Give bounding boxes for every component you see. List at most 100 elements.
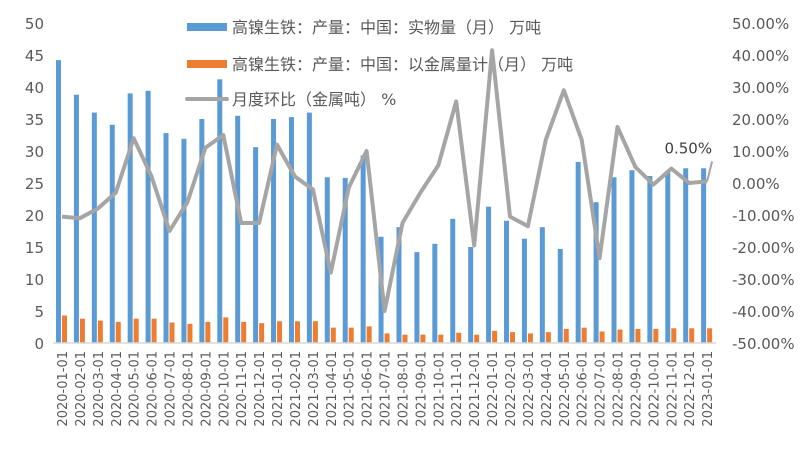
right-axis-tick: -20.00%	[732, 239, 795, 257]
right-axis-tick: 20.00%	[732, 111, 789, 129]
bar-physical-output[interactable]	[557, 248, 563, 343]
bar-physical-output[interactable]	[56, 60, 61, 344]
bar-physical-output[interactable]	[288, 117, 294, 343]
bar-metal-output[interactable]	[241, 321, 247, 343]
bar-physical-output[interactable]	[629, 170, 635, 343]
bar-physical-output[interactable]	[539, 227, 545, 343]
bar-metal-output[interactable]	[97, 320, 103, 343]
bar-metal-output[interactable]	[79, 318, 85, 343]
mom-change-line[interactable]	[61, 48, 708, 313]
left-axis-tick: 30	[25, 143, 44, 161]
bar-physical-output[interactable]	[504, 220, 509, 343]
legend-item-physical-output[interactable]: 高镍生铁：产量：中国：实物量（月） 万吨	[187, 18, 541, 37]
bar-metal-output[interactable]	[205, 321, 211, 343]
x-axis-tick: 2021-01-01	[271, 351, 286, 427]
bar-physical-output[interactable]	[486, 206, 492, 343]
bar-physical-output[interactable]	[665, 170, 671, 343]
bar-physical-output[interactable]	[91, 112, 97, 343]
bar-metal-output[interactable]	[187, 323, 193, 343]
bar-metal-output[interactable]	[384, 333, 390, 343]
x-axis-tick: 2021-02-01	[289, 351, 304, 427]
bar-metal-output[interactable]	[492, 330, 498, 343]
legend-item-mom-change[interactable]: 月度环比（金属吨） %	[185, 90, 396, 109]
bar-physical-output[interactable]	[432, 243, 438, 343]
bar-metal-output[interactable]	[527, 333, 533, 343]
bar-metal-output[interactable]	[277, 321, 283, 343]
bar-physical-output[interactable]	[396, 227, 402, 343]
bar-metal-output[interactable]	[474, 334, 480, 343]
bar-metal-output[interactable]	[169, 322, 175, 343]
bar-metal-output[interactable]	[510, 332, 515, 343]
right-axis-tick: 10.00%	[732, 143, 789, 161]
bar-physical-output[interactable]	[593, 202, 599, 343]
x-axis-labels: 2020-01-01 2020-02-01 2020-03-01 2020-04-01…	[56, 351, 716, 427]
bar-physical-output[interactable]	[414, 252, 420, 343]
bar-physical-output[interactable]	[611, 177, 617, 343]
bar-physical-output[interactable]	[450, 218, 456, 343]
bar-metal-output[interactable]	[671, 328, 677, 343]
x-axis-tick: 2022-05-01	[558, 351, 573, 427]
x-axis-tick: 2021-08-01	[396, 351, 411, 427]
bar-metal-output[interactable]	[151, 318, 157, 343]
bar-physical-output[interactable]	[199, 119, 205, 343]
bar-metal-output[interactable]	[599, 331, 605, 343]
bar-physical-output[interactable]	[235, 115, 241, 343]
data-label-last-value: 0.50%	[664, 139, 712, 157]
bar-physical-output[interactable]	[181, 138, 187, 343]
bar-physical-output[interactable]	[683, 168, 689, 343]
left-axis-tick: 40	[25, 79, 44, 97]
bar-metal-output[interactable]	[438, 334, 444, 343]
bar-physical-output[interactable]	[127, 93, 133, 344]
bar-physical-output[interactable]	[647, 175, 653, 343]
bar-metal-output[interactable]	[617, 329, 623, 343]
bar-metal-output[interactable]	[545, 332, 551, 343]
bar-physical-output[interactable]	[109, 124, 115, 343]
bar-metal-output[interactable]	[348, 327, 354, 343]
bar-metal-output[interactable]	[707, 328, 713, 343]
bar-physical-output[interactable]	[575, 161, 581, 343]
x-axis-tick: 2020-05-01	[128, 351, 143, 427]
legend: 高镍生铁：产量：中国：实物量（月） 万吨 高镍生铁：产量：中国：以金属量计（月）…	[185, 18, 573, 109]
bar-metal-output[interactable]	[62, 315, 67, 343]
right-axis-tick: 0.00%	[732, 175, 780, 193]
bar-physical-output[interactable]	[521, 238, 527, 343]
bar-metal-output[interactable]	[420, 334, 426, 343]
legend-item-metal-output[interactable]: 高镍生铁：产量：中国：以金属量计（月） 万吨	[187, 55, 573, 74]
data-label-leader	[706, 161, 714, 182]
bar-physical-output[interactable]	[468, 247, 474, 343]
bar-metal-output[interactable]	[689, 328, 695, 343]
bar-metal-output[interactable]	[330, 327, 336, 343]
bar-metal-output[interactable]	[294, 321, 300, 343]
bar-physical-output[interactable]	[217, 79, 223, 343]
bar-metal-output[interactable]	[581, 327, 587, 343]
bar-physical-output[interactable]	[360, 155, 366, 343]
bar-physical-output[interactable]	[253, 147, 259, 343]
bar-metal-output[interactable]	[223, 317, 229, 343]
line-series	[61, 48, 708, 313]
left-axis-tick: 35	[25, 111, 44, 129]
bar-metal-output[interactable]	[456, 332, 462, 343]
bar-metal-output[interactable]	[653, 328, 659, 343]
bar-physical-output[interactable]	[701, 168, 707, 343]
x-axis-tick: 2021-12-01	[468, 351, 483, 427]
right-axis-tick: -30.00%	[732, 271, 795, 289]
x-axis-tick: 2020-04-01	[110, 351, 125, 427]
x-axis-tick: 2020-07-01	[164, 351, 179, 427]
bar-metal-output[interactable]	[312, 321, 318, 343]
bar-physical-output[interactable]	[306, 112, 312, 343]
bar-metal-output[interactable]	[402, 334, 408, 343]
bar-physical-output[interactable]	[145, 90, 151, 343]
bar-metal-output[interactable]	[259, 323, 265, 343]
bar-metal-output[interactable]	[635, 328, 641, 343]
bar-physical-output[interactable]	[271, 119, 277, 343]
bar-metal-output[interactable]	[133, 318, 139, 343]
x-axis-tick: 2021-07-01	[379, 351, 394, 427]
x-axis-tick: 2022-09-01	[629, 351, 644, 427]
x-axis-tick: 2021-05-01	[343, 351, 358, 427]
bar-physical-output[interactable]	[342, 177, 348, 343]
bar-metal-output[interactable]	[366, 326, 372, 343]
bar-physical-output[interactable]	[163, 133, 169, 343]
bar-metal-output[interactable]	[563, 328, 569, 343]
bar-metal-output[interactable]	[115, 321, 121, 343]
